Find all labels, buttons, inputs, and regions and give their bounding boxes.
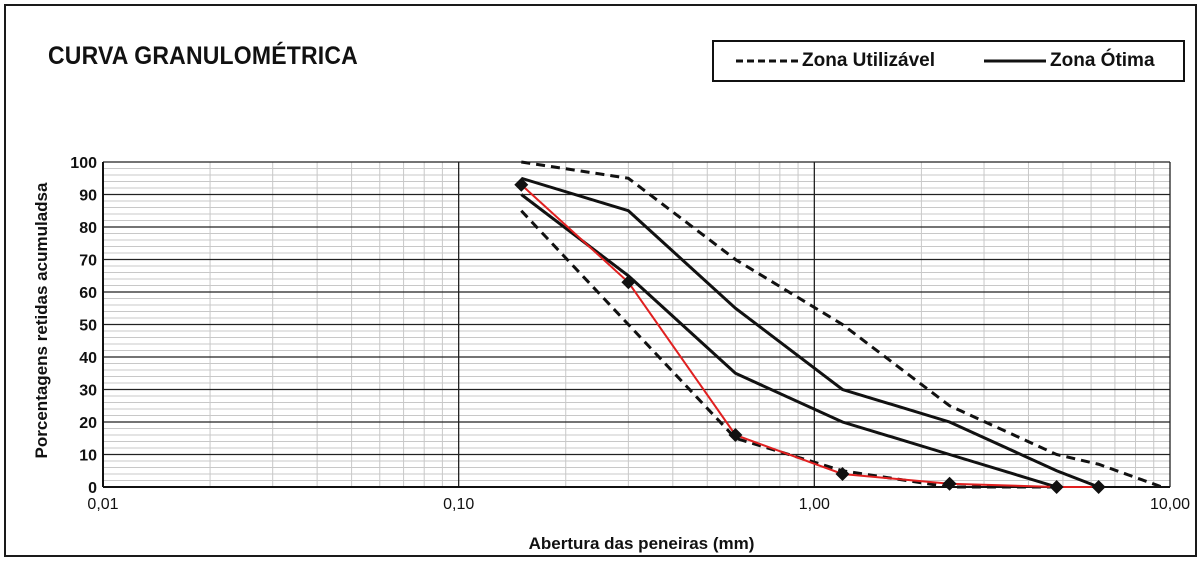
x-tick-label: 10,00 xyxy=(1150,496,1190,513)
zona-otima-line-3 xyxy=(520,193,1058,489)
legend-label-zona-otima: Zona Ótima xyxy=(1050,50,1155,71)
sample-point-marker xyxy=(621,275,636,290)
y-tick-label: 30 xyxy=(79,383,97,400)
legend-label-zona-utilizavel: Zona Utilizável xyxy=(802,50,936,71)
y-tick-label: 40 xyxy=(79,350,97,367)
chart-title: CURVA GRANULOMÉTRICA xyxy=(48,42,358,70)
marker-layer xyxy=(514,177,1106,494)
sample-point-marker xyxy=(1091,480,1106,494)
legend-solid-swatch xyxy=(984,59,1046,63)
y-tick-label: 60 xyxy=(79,285,97,302)
legend-item-zona-utilizavel: Zona Utilizável xyxy=(736,42,935,80)
y-tick-label: 50 xyxy=(79,318,97,335)
zona-utilizavel-line-0 xyxy=(521,160,1163,489)
x-tick-label: 0,10 xyxy=(443,496,474,513)
sample-point-marker xyxy=(1049,480,1064,494)
zona-otima-line-2 xyxy=(520,176,1100,489)
sample-point-marker xyxy=(835,467,850,481)
x-tick-label: 1,00 xyxy=(799,496,830,513)
sample-point-marker xyxy=(942,476,957,491)
y-tick-label: 70 xyxy=(79,253,97,270)
x-axis-label: Abertura das peneiras (mm) xyxy=(529,534,755,553)
x-tick-label: 0,01 xyxy=(87,496,118,513)
tick-layer: 0 10 20 30 40 50 60 70 80 90 100 0,01 0,10 1,00 10,00 xyxy=(70,155,1190,513)
y-tick-label: 0 xyxy=(88,480,97,497)
y-tick-label: 90 xyxy=(79,188,97,205)
sample-point-marker xyxy=(514,177,529,192)
chart-frame xyxy=(4,4,1197,557)
y-tick-label: 100 xyxy=(70,155,97,172)
legend-item-zona-otima: Zona Ótima xyxy=(984,42,1155,80)
chart-legend: Zona Utilizável Zona Ótima xyxy=(712,40,1185,82)
y-axis-label: Porcentagens retidas acumuladsa xyxy=(32,182,51,458)
y-tick-label: 80 xyxy=(79,220,97,237)
grid xyxy=(102,161,1171,488)
sample-point-marker xyxy=(728,428,743,442)
y-tick-label: 20 xyxy=(79,415,97,432)
y-tick-label: 10 xyxy=(79,448,97,465)
